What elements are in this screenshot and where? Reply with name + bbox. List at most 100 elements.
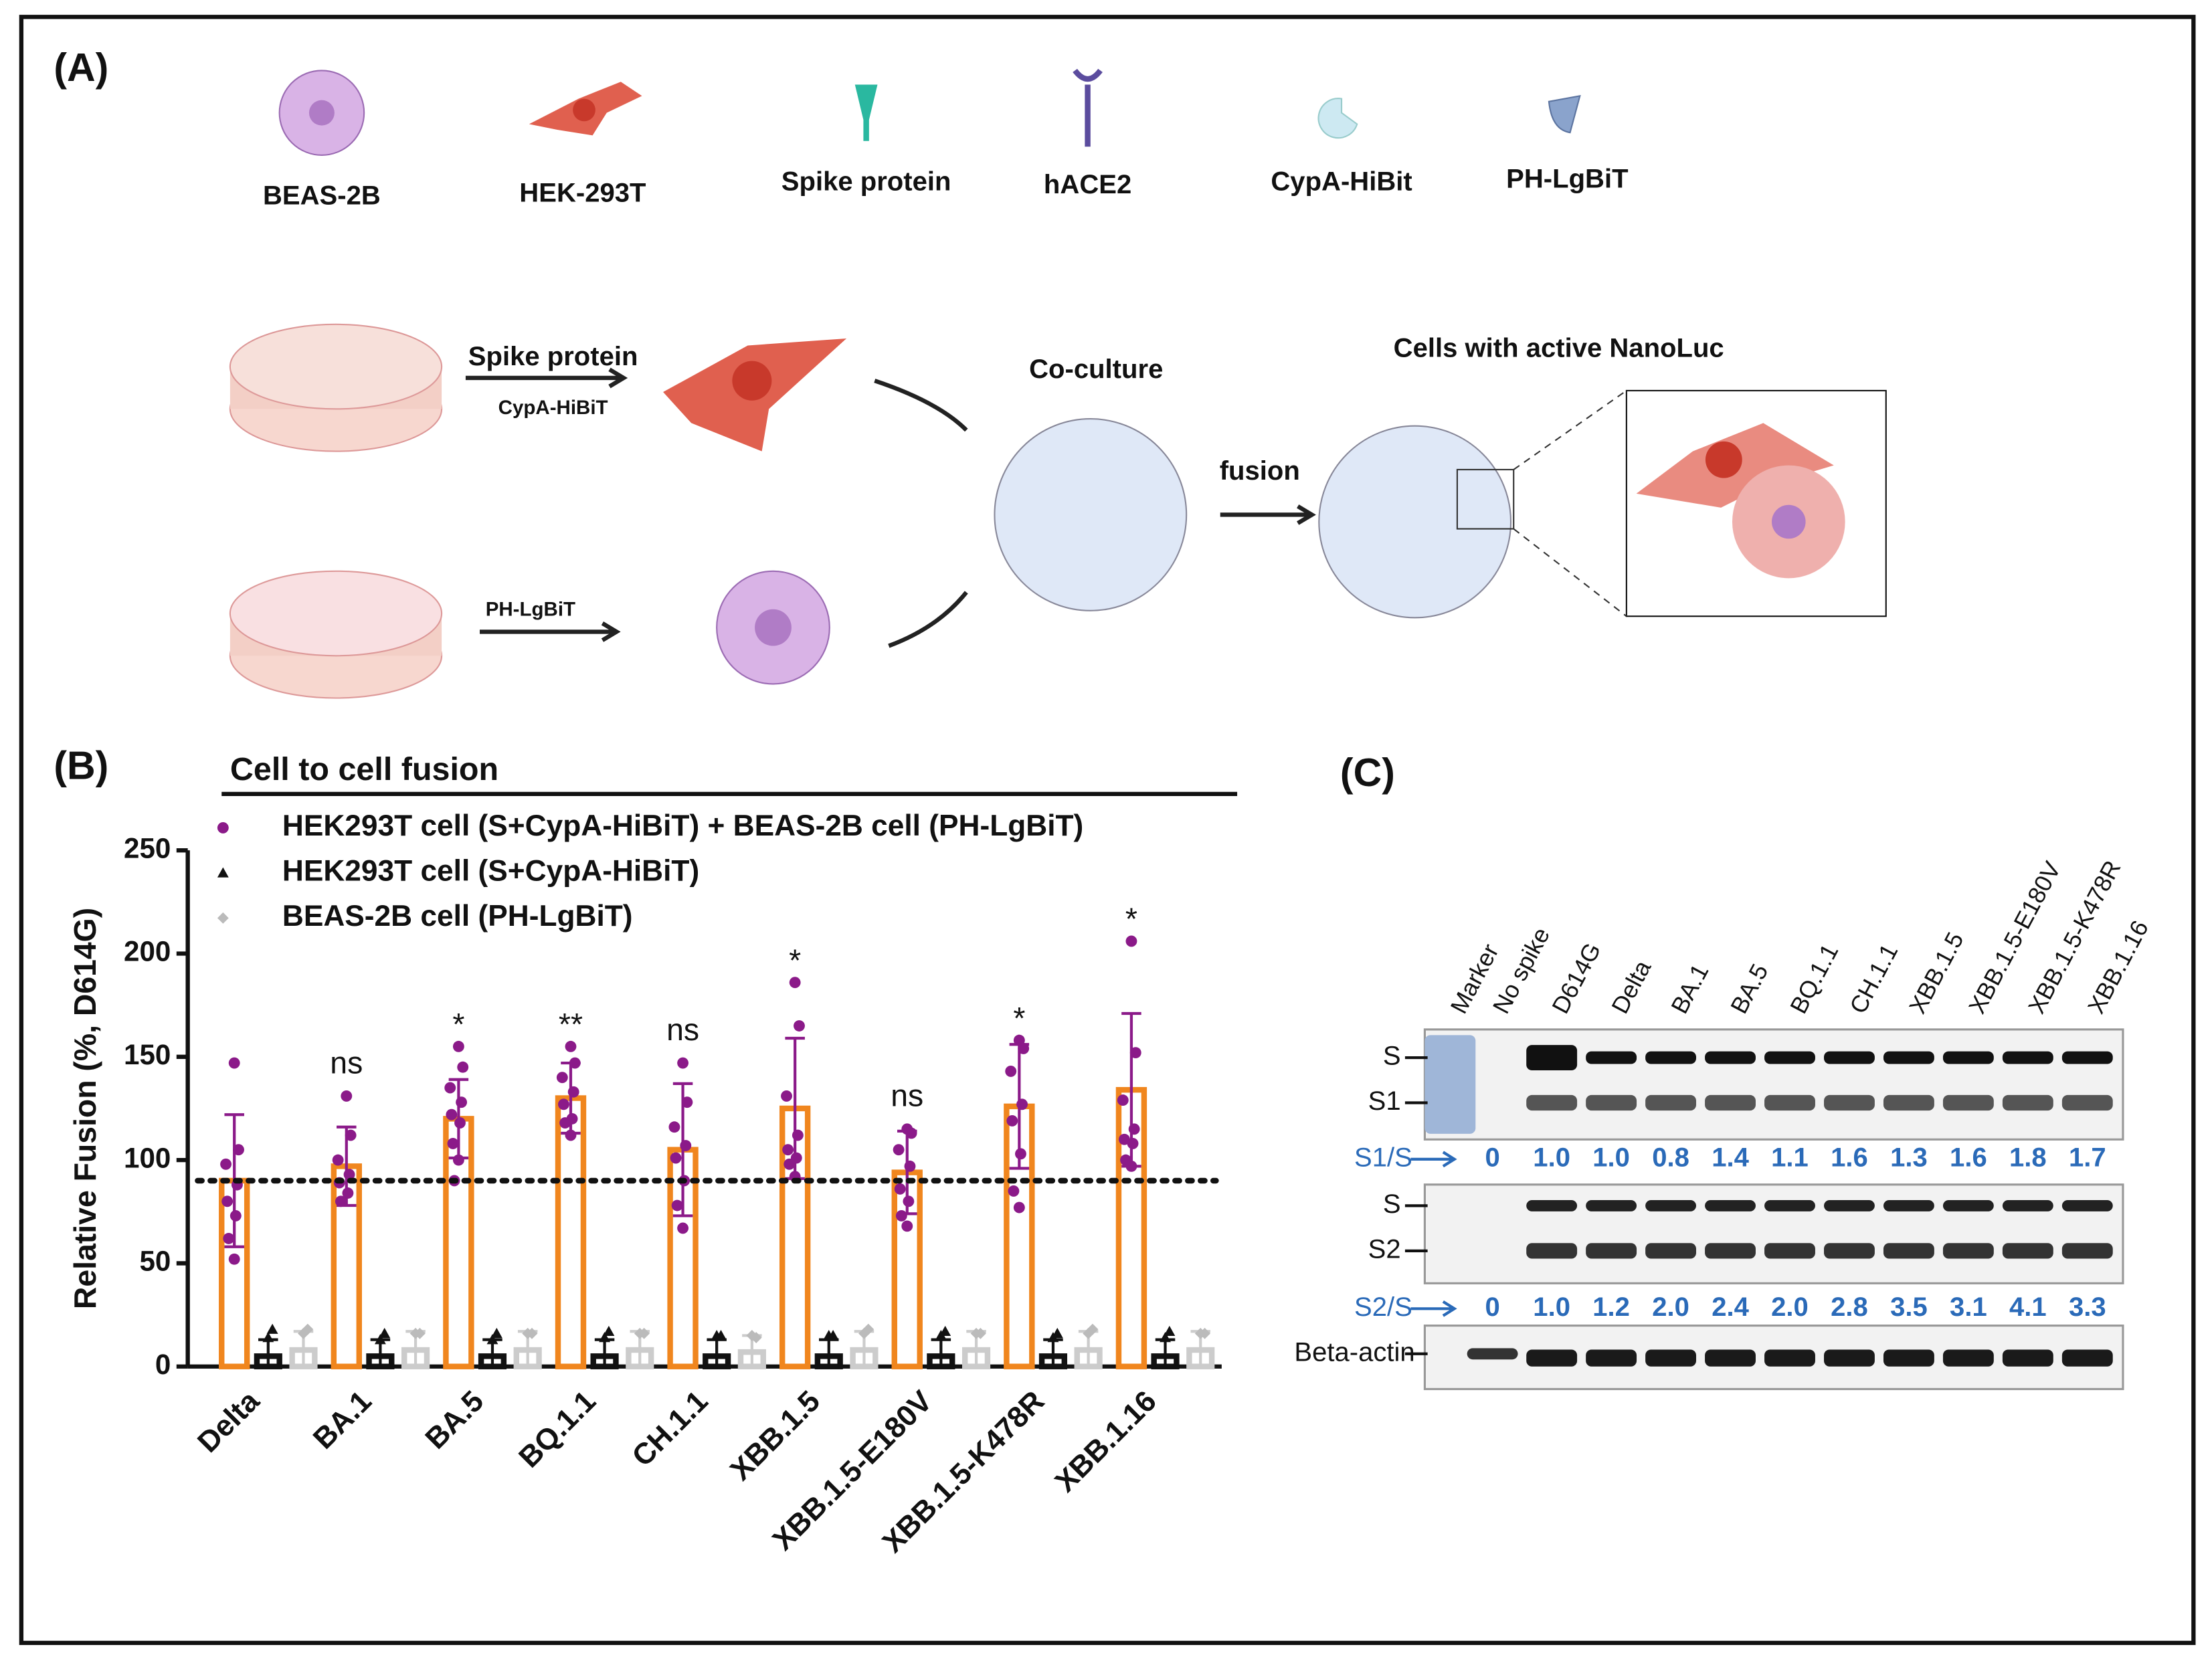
data-point: [901, 1220, 913, 1232]
lane-label: BA.5: [1726, 959, 1774, 1017]
data-point: [750, 1332, 762, 1343]
data-point: [1125, 1160, 1137, 1172]
lane-label: XBB.1.5: [1904, 928, 1969, 1018]
blot-band: [1824, 1199, 1875, 1211]
data-point: [374, 1334, 386, 1345]
data-point: [1118, 1133, 1130, 1145]
data-point: [446, 1108, 458, 1120]
data-point: [827, 1330, 839, 1341]
data-point: [221, 1195, 234, 1207]
blot-band: [1526, 1349, 1578, 1367]
data-point: [715, 1330, 727, 1341]
significance-label: *: [1125, 902, 1137, 937]
data-point: [1006, 1115, 1018, 1127]
data-point: [266, 1323, 278, 1334]
y-tick-label: 0: [155, 1349, 171, 1380]
data-point: [1005, 1065, 1017, 1077]
data-point: [1160, 1332, 1171, 1343]
panel-label: (C): [1340, 751, 1395, 795]
data-point: [452, 1040, 464, 1052]
ratio-value: 1.0: [1533, 1143, 1570, 1172]
legend-label: BEAS-2B: [263, 181, 381, 211]
ratio-value: 1.6: [1831, 1143, 1868, 1172]
data-point: [893, 1144, 905, 1156]
data-point: [262, 1332, 274, 1343]
step-label: fusion: [1220, 456, 1300, 486]
legend-label: BEAS-2B cell (PH-LgBiT): [282, 900, 633, 933]
blot-band: [1824, 1051, 1875, 1064]
ratio-value: 3.3: [2069, 1292, 2106, 1322]
data-point: [939, 1325, 951, 1337]
blot-band: [1824, 1094, 1875, 1111]
ratio-value: 2.0: [1652, 1292, 1689, 1322]
data-point: [680, 1140, 692, 1151]
data-point: [228, 1253, 240, 1265]
blot-band: [1883, 1051, 1934, 1064]
data-point: [974, 1327, 986, 1339]
data-point: [1051, 1327, 1063, 1339]
ratio-value: 3.5: [1890, 1292, 1928, 1322]
ratio-value: 1.6: [1950, 1143, 1987, 1172]
y-axis-label: Relative Fusion (%, D614G): [68, 908, 102, 1309]
blot-band: [1942, 1243, 1994, 1259]
legend-icons: [278, 68, 1581, 156]
arrow-label: Spike protein: [468, 342, 638, 371]
blot-band: [1764, 1349, 1815, 1367]
data-point: [457, 1061, 469, 1073]
ratio-value: 1.0: [1533, 1292, 1570, 1322]
data-point: [217, 867, 229, 878]
data-point: [332, 1154, 344, 1166]
x-tick-label: BA.1: [307, 1385, 378, 1456]
data-point: [1016, 1098, 1028, 1110]
blot-band: [1586, 1199, 1637, 1211]
arrow-sublabel: CypA-HiBiT: [498, 397, 608, 419]
panel-label: (B): [54, 744, 108, 788]
data-point: [904, 1160, 916, 1172]
lane-label: D614G: [1547, 939, 1606, 1018]
blot-band: [2061, 1094, 2113, 1111]
data-point: [444, 1082, 456, 1094]
data-point: [1125, 935, 1137, 947]
blot-band: [1424, 1035, 1476, 1134]
arrow-label: PH-LgBiT: [486, 599, 575, 621]
blot-band: [2061, 1243, 2113, 1259]
data-point: [1087, 1323, 1099, 1335]
error-bar: [707, 1338, 727, 1368]
data-point: [905, 1127, 917, 1139]
data-point: [343, 1169, 355, 1181]
y-tick-label: 200: [124, 936, 171, 967]
data-point: [681, 1096, 693, 1108]
blot-band: [1942, 1199, 1994, 1211]
error-bar: [258, 1338, 278, 1368]
blot-band: [1942, 1094, 1994, 1111]
error-bar: [1155, 1338, 1176, 1368]
legend-label: hACE2: [1044, 170, 1131, 199]
data-point: [569, 1057, 581, 1069]
blot-band: [1764, 1243, 1815, 1259]
blot-band: [1824, 1349, 1875, 1367]
blot-band: [2061, 1349, 2113, 1367]
data-point: [1018, 1043, 1030, 1054]
significance-label: *: [1013, 1001, 1025, 1036]
ratio-value: 0: [1485, 1143, 1499, 1172]
blot-band: [1942, 1051, 1994, 1064]
data-point: [559, 1117, 571, 1129]
blot-band: [1526, 1243, 1578, 1259]
blot-band: [1883, 1094, 1934, 1111]
significance-label: *: [452, 1007, 464, 1042]
error-bar: [819, 1338, 839, 1368]
blot-band: [1645, 1051, 1697, 1064]
data-point: [671, 1199, 683, 1211]
ratio-arrow: [1410, 1151, 1457, 1168]
arrows: [465, 367, 1316, 648]
blot-band: [1526, 1045, 1578, 1071]
lane-label: BQ.1.1: [1785, 940, 1844, 1018]
significance-label: **: [559, 1007, 583, 1042]
ratio-value: 0.8: [1652, 1143, 1689, 1172]
y-tick-label: 250: [124, 832, 171, 864]
blot-band: [1705, 1051, 1756, 1064]
data-point: [217, 912, 229, 924]
data-point: [792, 1129, 804, 1141]
lane-label: BA.1: [1666, 959, 1714, 1017]
